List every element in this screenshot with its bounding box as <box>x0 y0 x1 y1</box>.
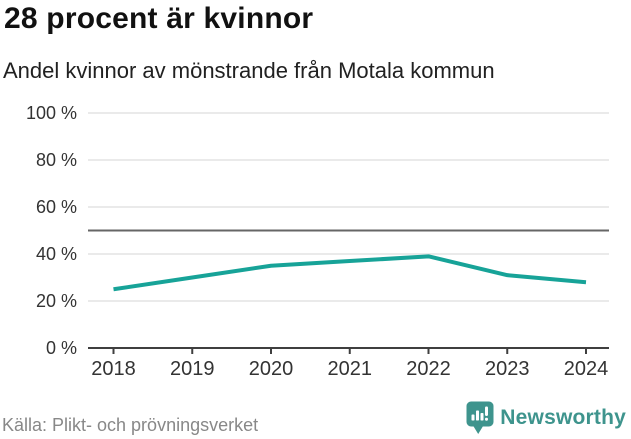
x-axis-tick-label: 2021 <box>328 358 373 380</box>
x-axis-tick-label: 2018 <box>91 358 136 380</box>
newsworthy-logo-icon <box>466 401 494 434</box>
x-axis-tick-label: 2022 <box>406 358 451 380</box>
newsworthy-logo: Newsworthy <box>466 401 626 435</box>
source-note: Källa: Plikt- och prövningsverket <box>2 415 259 435</box>
y-axis-tick-label: 80 % <box>36 150 77 170</box>
newsworthy-wordmark: Newsworthy <box>500 406 626 429</box>
x-axis-tick-label: 2019 <box>170 358 215 380</box>
y-axis-tick-label: 60 % <box>36 197 77 217</box>
y-axis-tick-label: 20 % <box>36 291 77 311</box>
chart-title: 28 procent är kvinnor <box>4 2 314 35</box>
x-axis-tick-label: 2023 <box>485 358 530 380</box>
chart-subtitle: Andel kvinnor av mönstrande från Motala … <box>3 58 495 83</box>
data-line <box>113 254 587 292</box>
y-axis-tick-label: 100 % <box>26 103 77 123</box>
x-axis-tick-label: 2020 <box>249 358 294 380</box>
y-axis-tick-label: 0 % <box>46 338 77 358</box>
y-axis-tick-label: 40 % <box>36 244 77 264</box>
x-axis-tick-label: 2024 <box>564 358 609 380</box>
